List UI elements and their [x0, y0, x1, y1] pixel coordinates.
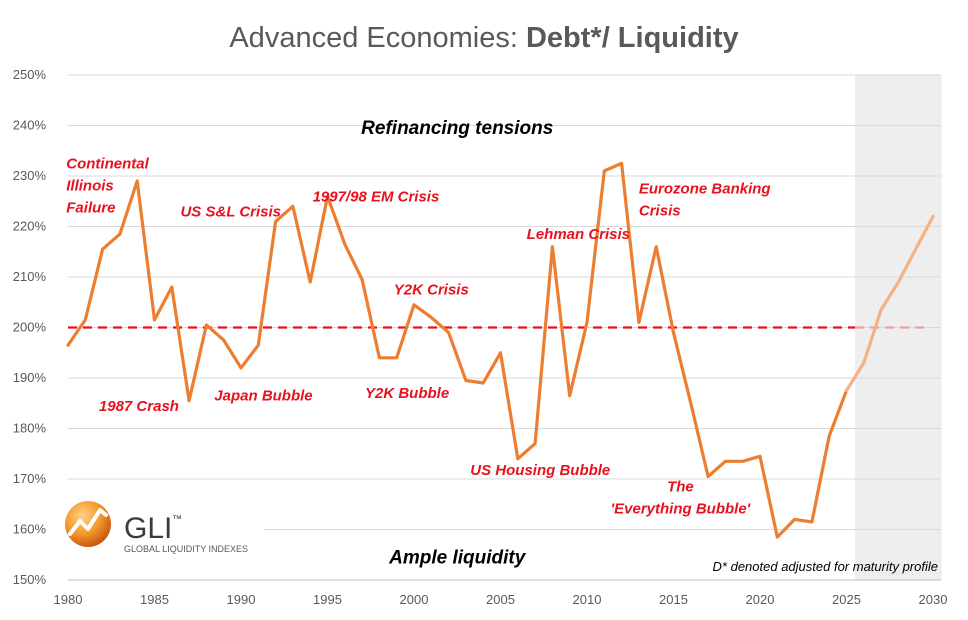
annotations: Continental Illinois Failure US S&L Crisis 1… [66, 155, 770, 517]
annotation-line: Eurozone Banking [639, 181, 771, 198]
annotation-line: Lehman Crisis [527, 226, 630, 243]
event-annotation: The 'Everything Bubble' [611, 479, 751, 518]
annotation-line: US Housing Bubble [470, 462, 610, 479]
annotation-line: Japan Bubble [214, 388, 312, 405]
event-annotation: US S&L Crisis [180, 203, 281, 220]
event-annotation: Lehman Crisis [527, 226, 630, 243]
series-line-actual [66, 161, 849, 539]
y-tick-label: 210% [13, 269, 47, 284]
chart-title-bold: Debt*/ Liquidity [525, 22, 739, 54]
x-tick-label: 2010 [573, 592, 602, 607]
y-tick-label: 240% [13, 118, 47, 133]
x-tick-label: 2030 [919, 592, 948, 607]
event-annotation: US Housing Bubble [470, 462, 610, 479]
x-tick-label: 2005 [486, 592, 515, 607]
annotation-line: 'Everything Bubble' [611, 501, 751, 518]
chart-title: Advanced Economies: Debt*/ Liquidity [0, 22, 968, 55]
zone-label: Ample liquidity [388, 547, 527, 568]
y-tick-label: 200% [13, 320, 47, 335]
y-tick-label: 220% [13, 219, 47, 234]
event-annotation: 1997/98 EM Crisis [313, 188, 440, 205]
event-annotation: 1987 Crash [99, 398, 179, 415]
logo-trend-icon [68, 508, 108, 536]
logo-orb-icon [65, 501, 111, 547]
zone-label: Refinancing tensions [361, 118, 553, 139]
y-axis-ticks: 150% 160% 170% 180% 190% 200% 210% 220% 230% 240%… [13, 67, 47, 587]
logo-name: GLI [124, 512, 172, 545]
annotation-line: Illinois [66, 177, 114, 194]
y-tick-label: 250% [13, 67, 47, 82]
annotation-line: Failure [66, 199, 115, 216]
y-tick-label: 230% [13, 168, 47, 183]
annotation-line: Y2K Bubble [365, 385, 449, 402]
event-annotation: Y2K Bubble [365, 385, 449, 402]
annotation-line: 1997/98 EM Crisis [313, 188, 440, 205]
y-tick-label: 180% [13, 421, 47, 436]
x-tick-label: 2020 [746, 592, 775, 607]
annotation-line: US S&L Crisis [180, 203, 281, 220]
x-axis-ticks: 1980 1985 1990 1995 2000 2005 2010 2015 2020 2025… [54, 592, 948, 607]
logo-tm: ™ [172, 514, 182, 525]
series-line-forecast [844, 214, 935, 393]
chart-title-regular: Advanced Economies: [229, 22, 526, 54]
annotation-line: 1987 Crash [99, 398, 179, 415]
annotation-line: Y2K Crisis [394, 282, 469, 299]
x-tick-label: 2025 [832, 592, 861, 607]
logo-subtitle: GLOBAL LIQUIDITY INDEXES [124, 544, 248, 554]
footnote: D* denoted adjusted for maturity profile [713, 559, 938, 574]
event-annotation: Eurozone Banking Crisis [639, 181, 771, 220]
x-tick-label: 1985 [140, 592, 169, 607]
gli-logo: GLI ™ GLOBAL LIQUIDITY INDEXES [58, 492, 264, 570]
x-tick-label: 2015 [659, 592, 688, 607]
x-tick-label: 1995 [313, 592, 342, 607]
zone-labels: Refinancing tensions Ample liquidity [361, 118, 553, 568]
event-annotation: Continental Illinois Failure [66, 155, 149, 216]
x-tick-label: 1980 [54, 592, 83, 607]
event-annotation: Japan Bubble [214, 388, 312, 405]
event-annotation: Y2K Crisis [394, 282, 469, 299]
y-tick-label: 170% [13, 471, 47, 486]
y-tick-label: 160% [13, 522, 47, 537]
x-tick-label: 2000 [400, 592, 429, 607]
annotation-line: The [667, 479, 694, 496]
annotation-line: Continental [66, 155, 149, 172]
x-tick-label: 1990 [227, 592, 256, 607]
y-tick-label: 190% [13, 370, 47, 385]
annotation-line: Crisis [639, 203, 681, 220]
series-lines [66, 161, 935, 539]
y-tick-label: 150% [13, 572, 47, 587]
